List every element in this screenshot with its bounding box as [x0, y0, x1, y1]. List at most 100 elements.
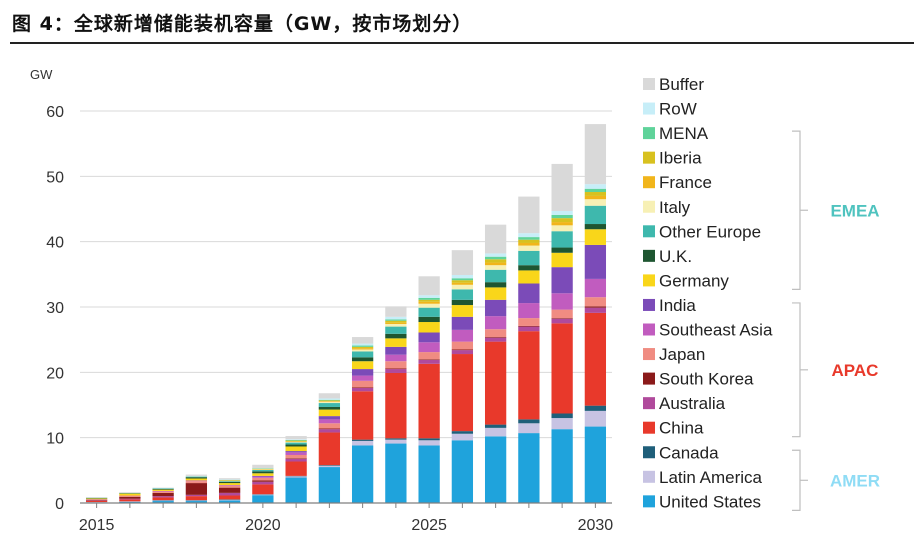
- legend-swatch-italy: [643, 200, 655, 213]
- bar-segment-southeast-asia-2029: [551, 293, 573, 310]
- title-divider: [10, 42, 914, 44]
- bar-segment-india-2027: [484, 299, 507, 317]
- bar-segment-italy-2029: [551, 225, 573, 232]
- bar-segment-buffer-2025: [418, 276, 440, 296]
- bar-segment-italy-2023: [351, 349, 374, 352]
- bar-segment-u-k-2026: [451, 299, 474, 306]
- bar-segment-iberia-2029: [551, 218, 573, 223]
- bar-segment-latin-america-2022: [318, 465, 341, 468]
- bar-segment-china-2021: [285, 461, 307, 476]
- bar-segment-latin-america-2020: [252, 494, 274, 496]
- bar-segment-united-states-2024: [385, 443, 407, 503]
- legend-swatch-australia: [643, 397, 655, 410]
- bar-segment-southeast-asia-2023: [351, 375, 374, 381]
- bar-segment-mena-2022: [318, 399, 341, 401]
- y-tick-label: 10: [46, 431, 64, 448]
- bar-segment-south-korea-2016: [119, 496, 141, 499]
- x-tick-label: 2025: [411, 517, 447, 534]
- bar-segment-u-k-2018: [185, 477, 208, 479]
- bar-segment-canada-2027: [484, 424, 507, 428]
- legend-label-iberia: Iberia: [659, 149, 702, 168]
- bar-segment-france-2021: [285, 441, 307, 442]
- legend-group-label-apac: APAC: [832, 361, 879, 380]
- x-tick-label: 2020: [245, 517, 281, 534]
- legend-label-italy: Italy: [659, 198, 691, 217]
- bar-segment-germany-2021: [285, 446, 307, 452]
- y-tick-label: 40: [46, 235, 64, 252]
- bar-segment-france-2023: [351, 348, 374, 350]
- bar-segment-canada-2030: [584, 405, 607, 411]
- bar-segment-germany-2029: [551, 252, 573, 268]
- bar-segment-u-k-2017: [152, 488, 174, 490]
- bar-segment-france-2027: [484, 262, 507, 266]
- bar-segment-other-europe-2023: [351, 351, 374, 358]
- bar-segment-japan-2021: [285, 454, 307, 459]
- bar-segment-u-k-2029: [551, 247, 573, 253]
- bar-segment-southeast-asia-2027: [484, 316, 507, 330]
- bar-segment-other-europe-2028: [518, 250, 540, 266]
- bar-segment-italy-2026: [451, 284, 474, 290]
- bar-segment-southeast-asia-2028: [518, 303, 540, 319]
- bar-segment-germany-2015: [85, 498, 108, 500]
- legend-swatch-france: [643, 176, 655, 189]
- bar-segment-canada-2029: [551, 413, 573, 419]
- bar-segment-china-2025: [418, 363, 440, 439]
- bar-segment-australia-2030: [584, 307, 607, 313]
- bar-segment-latin-america-2029: [551, 418, 573, 430]
- bar-segment-other-europe-2018: [185, 476, 208, 478]
- bar-segment-buffer-2018: [185, 474, 208, 476]
- bar-segment-china-2018: [185, 496, 208, 501]
- bar-segment-u-k-2027: [484, 282, 507, 288]
- legend-swatch-buffer: [643, 78, 655, 90]
- bar-segment-south-korea-2030: [584, 306, 607, 308]
- bar-segment-iberia-2022: [318, 400, 341, 402]
- bar-segment-germany-2028: [518, 270, 540, 284]
- bar-segment-china-2029: [551, 323, 573, 414]
- y-tick-label: 50: [46, 169, 64, 186]
- axes: 2015 2020 2025 2030: [79, 502, 614, 534]
- bar-segment-japan-2018: [185, 481, 208, 484]
- legend-label-u-k: U.K.: [659, 247, 692, 266]
- bar-segment-south-korea-2018: [185, 483, 208, 495]
- legend-bracket-amer: [792, 449, 801, 511]
- bar-segment-japan-2016: [119, 495, 141, 497]
- bar-segment-row-2021: [285, 439, 307, 440]
- bar-segment-buffer-2020: [252, 464, 274, 469]
- x-tick-label: 2030: [578, 517, 614, 534]
- legend-label-southeast-asia: Southeast Asia: [659, 321, 773, 340]
- bar-segment-china-2024: [385, 372, 407, 439]
- bar-segment-india-2023: [351, 369, 374, 376]
- bar-segment-france-2022: [318, 401, 341, 402]
- bar-segment-iberia-2023: [351, 346, 374, 349]
- legend-swatch-iberia: [643, 151, 655, 164]
- bar-segment-japan-2030: [584, 297, 607, 307]
- bar-segment-u-k-2024: [385, 333, 407, 339]
- bar-segment-other-europe-2022: [318, 403, 341, 407]
- bar-segment-row-2024: [385, 316, 407, 320]
- legend-label-united-states: United States: [659, 492, 761, 511]
- bar-segment-japan-2024: [385, 361, 407, 369]
- bar-segment-southeast-asia-2018: [185, 480, 208, 482]
- legend-swatch-u-k: [643, 249, 655, 262]
- bar-segment-china-2027: [484, 341, 507, 425]
- bar-segment-latin-america-2018: [185, 500, 208, 502]
- y-tick-label: 20: [46, 365, 64, 382]
- bar-segment-india-2024: [385, 346, 407, 355]
- bar-segment-germany-2022: [318, 409, 341, 417]
- bar-segment-iberia-2025: [418, 299, 440, 302]
- bar-segment-italy-2027: [484, 265, 507, 270]
- bar-segment-south-korea-2015: [85, 499, 108, 501]
- bar-segment-japan-2025: [418, 352, 440, 360]
- legend-label-germany: Germany: [659, 271, 729, 290]
- bar-segment-row-2027: [484, 253, 507, 257]
- bar-segment-u-k-2022: [318, 406, 341, 410]
- bar-segment-australia-2020: [252, 481, 274, 485]
- bar-segment-united-states-2021: [285, 477, 307, 503]
- bar-segment-latin-america-2027: [484, 427, 507, 437]
- bar-segment-mena-2028: [518, 237, 540, 240]
- bar-segment-germany-2018: [185, 478, 208, 481]
- legend-label-canada: Canada: [659, 443, 719, 462]
- bar-segment-buffer-2019: [218, 478, 241, 480]
- bar-segment-u-k-2025: [418, 316, 440, 323]
- bar-segment-australia-2021: [285, 458, 307, 462]
